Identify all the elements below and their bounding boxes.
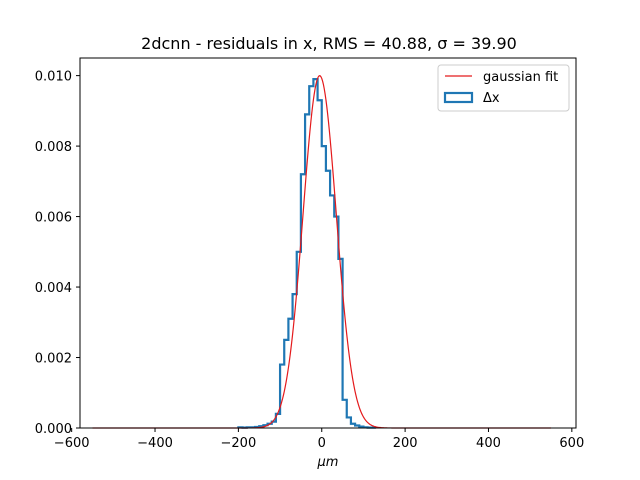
x-tick-label: 200 [393, 436, 418, 451]
x-tick-label: 0 [318, 436, 326, 451]
chart-title: 2dcnn - residuals in x, RMS = 40.88, σ =… [141, 34, 517, 53]
x-axis-label: μm [317, 455, 339, 470]
x-tick-label: 600 [559, 436, 584, 451]
histogram-steps [237, 78, 378, 429]
y-tick-label: 0.006 [35, 211, 72, 226]
legend: gaussian fit Δx [437, 64, 570, 112]
y-tick-label: 0.010 [35, 70, 72, 85]
plot-area [92, 75, 551, 429]
x-axis-ticks: −600 −400 −200 0 200 400 600 [54, 428, 584, 451]
y-tick-label: 0.008 [35, 140, 72, 155]
legend-dx-swatch [443, 91, 474, 104]
y-tick-label: 0.004 [35, 281, 72, 296]
y-tick-label: 0.000 [35, 422, 72, 437]
y-tick-label: 0.002 [35, 352, 72, 367]
legend-gaussian-fit-label: gaussian fit [483, 70, 558, 85]
x-tick-label: 400 [476, 436, 501, 451]
x-tick-label: −200 [221, 436, 257, 451]
y-axis-ticks: 0.000 0.002 0.004 0.006 0.008 0.010 [35, 70, 80, 437]
axes-frame [79, 57, 577, 429]
legend-dx-label: Δx [483, 91, 500, 106]
x-tick-label: −400 [137, 436, 173, 451]
x-tick-label: −600 [54, 436, 90, 451]
